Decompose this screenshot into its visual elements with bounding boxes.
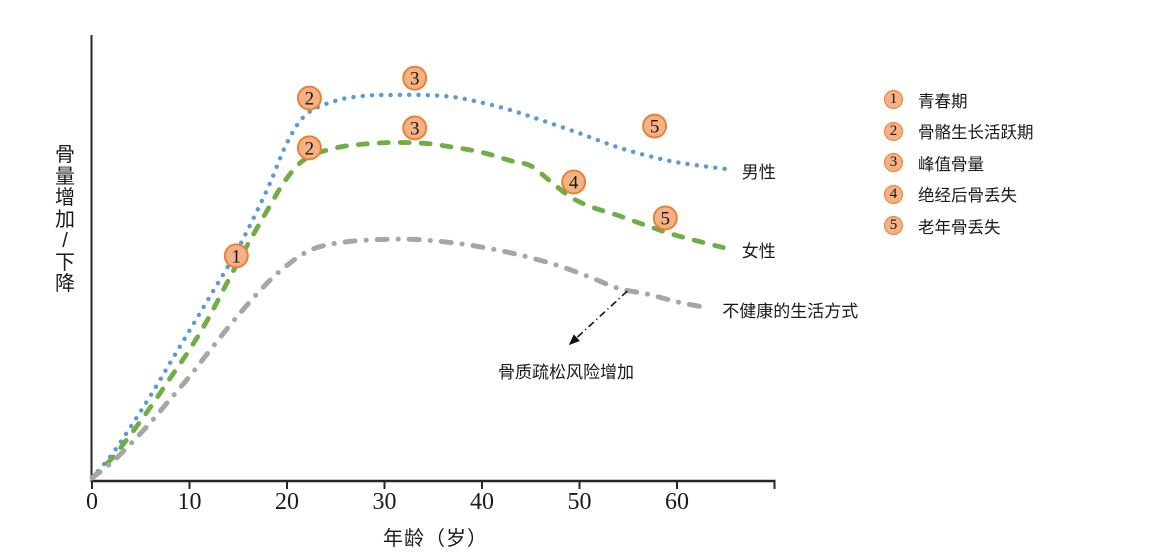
y-axis-label: 骨量增加 / 下降 [49, 144, 81, 296]
male-curve [89, 92, 728, 481]
stage-marker-number: 4 [569, 172, 579, 193]
stage-marker-number: 3 [410, 118, 420, 139]
stage-marker-number: 5 [650, 117, 660, 138]
legend-marker-circle: 5 [884, 216, 903, 236]
stage-marker-circle [561, 169, 587, 195]
legend-item-label: 骨骼生长活跃期 [918, 124, 1034, 143]
x-tick-label: 50 [568, 489, 592, 515]
y-axis-label-char: 量 [55, 165, 75, 188]
annotation-arrowhead [568, 334, 580, 346]
y-axis-label-char: 下 [55, 251, 75, 274]
stage-marker-number: 5 [661, 208, 671, 229]
legend-marker-circle: 2 [884, 121, 903, 141]
legend-item: 1 青春期 [884, 90, 1034, 111]
x-axis-label: 年龄（岁） [383, 528, 488, 550]
annotation-arrow-line [572, 290, 628, 342]
legend-item-label: 峰值骨量 [918, 155, 984, 174]
stage-marker-number: 1 [232, 246, 242, 267]
stage-marker-number: 3 [410, 69, 420, 90]
x-tick-label: 60 [665, 489, 689, 515]
legend-item: 4 绝经后骨丢失 [884, 184, 1034, 206]
legend-marker-circle: 1 [884, 90, 903, 110]
stage-marker-circle [652, 205, 678, 231]
stage-marker-circle [296, 135, 322, 161]
stage-marker-circle [296, 85, 322, 111]
osteoporosis-risk-annotation: 骨质疏松风险增加 [498, 363, 634, 382]
unhealthy-curve-label: 不健康的生活方式 [722, 301, 859, 321]
y-axis-label-char: 加 [55, 208, 75, 231]
x-tick-label: 10 [178, 489, 202, 515]
y-axis-label-char: 降 [55, 273, 75, 295]
stage-marker-circle [402, 65, 428, 91]
stage-marker-number: 2 [305, 138, 315, 159]
x-tick-label: 40 [470, 489, 494, 515]
x-tick-label: 20 [275, 489, 299, 515]
legend-item-label: 青春期 [918, 92, 968, 111]
stage-marker-circle [642, 113, 668, 139]
y-axis-label-char: 骨 [55, 144, 75, 166]
female-curve [89, 140, 729, 481]
unhealthy-curve [89, 236, 709, 481]
x-tick-label: 0 [86, 489, 98, 515]
legend-item-label: 绝经后骨丢失 [918, 187, 1017, 206]
female-curve-label: 女性 [741, 242, 776, 262]
stage-marker-number: 2 [305, 89, 315, 110]
legend-item: 3 峰值骨量 [884, 153, 1034, 174]
x-tick-label: 30 [373, 489, 397, 515]
stage-marker-circle [402, 115, 428, 141]
legend: 1 青春期 2 骨骼生长活跃期 3 峰值骨量 4 绝经后骨丢失 5 老年骨丢失 [884, 90, 1034, 237]
y-axis-label-char: 增 [55, 187, 75, 209]
legend-marker-circle: 3 [884, 153, 903, 173]
stage-marker-circle [223, 243, 249, 269]
legend-item: 2 骨骼生长活跃期 [884, 121, 1034, 143]
legend-marker-circle: 4 [884, 184, 903, 204]
legend-item-label: 老年骨丢失 [918, 218, 1001, 237]
male-curve-label: 男性 [741, 162, 776, 182]
y-axis-label-char: / [62, 230, 68, 252]
legend-item: 5 老年骨丢失 [884, 216, 1034, 237]
